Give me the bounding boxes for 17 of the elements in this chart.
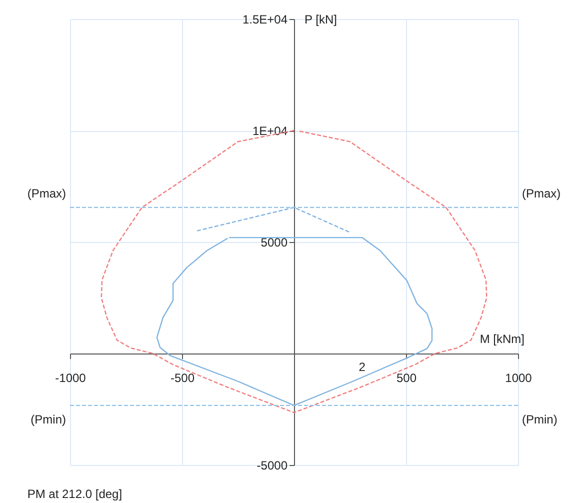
x-tick-label: -500 xyxy=(170,371,195,385)
x-tick-label: 1000 xyxy=(505,371,532,385)
ref-line-label: (Pmin) xyxy=(30,412,66,426)
text: (Pmax) xyxy=(522,186,561,200)
x-tick-label: -1000 xyxy=(55,371,86,385)
x-axis-title: M [kNm] xyxy=(480,332,524,346)
line-series xyxy=(156,236,433,406)
y-tick-label: 1E+04 xyxy=(252,124,288,138)
y-axis-title: P [kN] xyxy=(304,12,337,26)
ref-line-label: (Pmax) xyxy=(27,186,66,200)
y-tick-label: 1.5E+04 xyxy=(242,12,288,26)
y-tick-label: 5000 xyxy=(260,236,288,250)
x-tick-label: 500 xyxy=(396,371,417,385)
text: PM at 212.0 [deg] xyxy=(27,487,122,501)
annotation: 2 xyxy=(358,360,366,374)
y-tick-label: -5000 xyxy=(256,458,288,472)
text: (Pmin) xyxy=(522,412,558,426)
